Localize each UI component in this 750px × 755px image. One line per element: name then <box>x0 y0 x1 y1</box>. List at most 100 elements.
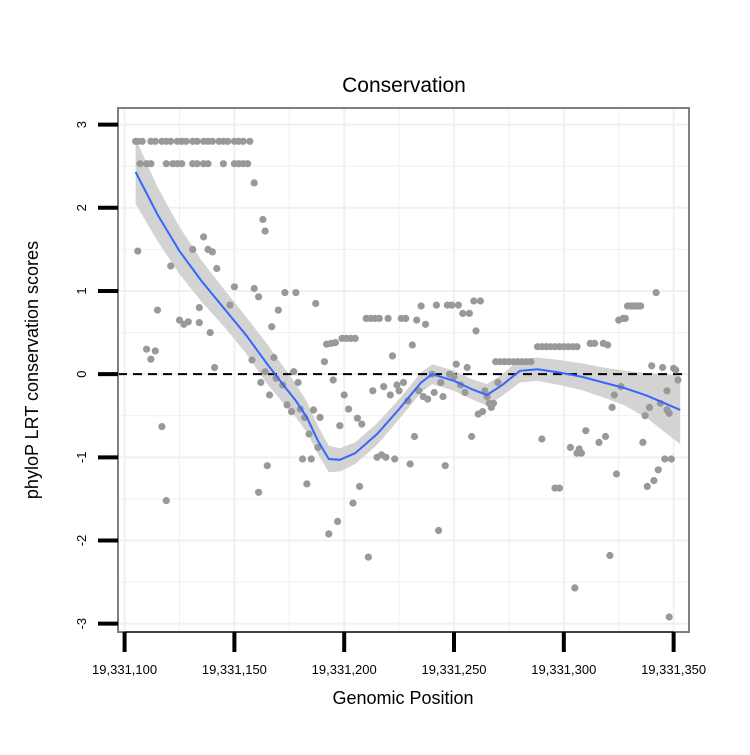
y-tick-label: 0 <box>74 371 89 378</box>
data-point <box>309 406 318 414</box>
data-point <box>353 414 361 422</box>
data-point <box>303 480 311 488</box>
data-point <box>494 378 502 387</box>
data-point <box>151 137 159 145</box>
data-point <box>417 302 425 310</box>
data-point <box>134 247 142 255</box>
data-point <box>189 245 197 253</box>
data-point <box>193 137 201 145</box>
data-point <box>489 399 498 407</box>
data-point <box>665 409 673 417</box>
data-point <box>435 526 443 535</box>
data-point <box>461 388 469 397</box>
data-point <box>167 262 175 270</box>
data-point <box>415 387 423 395</box>
data-point <box>555 484 564 492</box>
data-point <box>147 355 155 363</box>
data-point <box>391 455 399 463</box>
data-point <box>661 455 669 463</box>
data-point <box>665 613 673 621</box>
data-point <box>329 376 337 384</box>
data-point <box>479 408 487 416</box>
data-point <box>208 137 216 145</box>
data-point <box>645 403 654 411</box>
data-point <box>601 432 610 441</box>
data-point <box>399 378 408 387</box>
data-point <box>643 482 651 490</box>
data-point <box>259 215 267 224</box>
data-point <box>448 301 456 309</box>
data-point <box>386 391 394 399</box>
data-point <box>476 297 484 305</box>
data-point <box>450 373 458 381</box>
data-point <box>606 551 614 560</box>
data-point <box>410 432 419 441</box>
y-tick-label: -3 <box>74 618 89 630</box>
data-point <box>158 423 166 431</box>
data-point <box>441 462 449 470</box>
data-point <box>566 443 575 451</box>
data-point <box>211 363 219 372</box>
data-point <box>312 299 320 308</box>
data-point <box>654 466 662 474</box>
data-point <box>230 283 238 291</box>
data-point <box>244 160 252 168</box>
data-point <box>195 319 203 327</box>
data-point <box>663 387 671 395</box>
data-point <box>648 362 656 370</box>
data-point <box>432 301 440 309</box>
data-point <box>463 363 471 372</box>
data-point <box>621 314 629 322</box>
data-point <box>382 453 390 461</box>
data-point <box>595 438 603 446</box>
data-point <box>351 334 359 342</box>
data-point <box>281 289 289 297</box>
data-point <box>261 368 269 376</box>
data-point <box>268 323 276 331</box>
data-point <box>334 517 342 526</box>
data-point <box>178 160 186 168</box>
data-point <box>573 343 581 351</box>
data-point <box>408 341 416 349</box>
data-point <box>246 137 254 145</box>
data-point <box>206 329 214 337</box>
data-point <box>384 314 392 322</box>
data-point <box>255 293 263 301</box>
data-point <box>138 137 146 145</box>
y-axis: -3 -2 -1 0 1 2 3 <box>74 121 118 629</box>
data-point <box>413 316 421 324</box>
data-point <box>307 455 315 463</box>
data-point <box>340 391 348 399</box>
data-point <box>320 358 328 366</box>
y-tick-label: 2 <box>74 204 89 211</box>
data-point <box>674 376 682 384</box>
data-point <box>393 381 401 389</box>
data-point <box>239 137 247 145</box>
data-point <box>388 352 397 360</box>
data-point <box>459 309 467 317</box>
data-point <box>195 304 203 312</box>
data-point <box>162 160 170 168</box>
data-point <box>213 264 221 273</box>
data-point <box>292 289 300 297</box>
data-point <box>226 301 234 309</box>
chart-title: Conservation <box>342 74 466 97</box>
data-point <box>263 462 271 470</box>
data-point <box>591 339 599 347</box>
x-tick-label: 19,331,100 <box>92 662 157 677</box>
data-point <box>345 405 353 413</box>
x-tick-label: 19,331,150 <box>202 662 267 677</box>
data-point <box>151 347 159 355</box>
data-point <box>650 477 658 485</box>
data-point <box>184 318 192 326</box>
smooth-fit-line <box>134 171 681 461</box>
data-point <box>470 297 478 305</box>
data-point <box>270 353 278 362</box>
y-tick-label: -1 <box>74 452 89 464</box>
data-point <box>571 584 579 592</box>
data-point <box>437 378 445 387</box>
data-point <box>402 314 410 322</box>
data-point <box>261 227 269 235</box>
data-point <box>224 137 232 145</box>
